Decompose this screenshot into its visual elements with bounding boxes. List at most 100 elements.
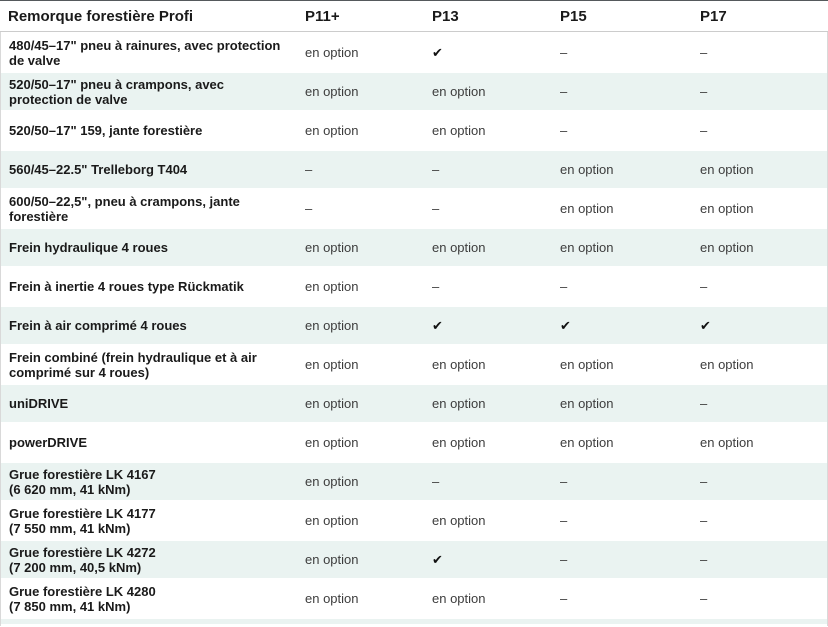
dash: –	[700, 513, 708, 528]
column-header-p17: P17	[700, 7, 727, 25]
dash: –	[560, 84, 568, 99]
option-cell: en option	[297, 424, 424, 461]
table-row: Frein hydraulique 4 roues en option en opt…	[1, 229, 827, 266]
cell-value: en option	[700, 435, 754, 450]
option-cell: en option	[297, 346, 424, 383]
cell-value: en option	[305, 123, 359, 138]
table-row: Grue forestière LK 4280 (7 850 mm, 41 kNm…	[1, 580, 827, 617]
option-cell: –	[552, 580, 692, 617]
table-row: Frein à inertie 4 roues type Rückmatik en…	[1, 268, 827, 305]
option-cell: en option	[692, 190, 827, 227]
row-label-text: Grue forestière LK 4272	[9, 544, 156, 560]
dash: –	[432, 162, 440, 177]
row-label-text: 520/50–17" 159, jante forestière	[9, 123, 203, 138]
cell-value: en option	[432, 357, 486, 372]
option-cell: en option	[692, 424, 827, 461]
option-cell: ✔	[552, 307, 692, 344]
option-cell: en option	[424, 424, 552, 461]
row-sublabel-text: (7 550 mm, 41 kNm)	[9, 520, 131, 536]
option-cell: en option	[552, 346, 692, 383]
cell-value: en option	[700, 357, 754, 372]
dash: –	[700, 396, 708, 411]
cell-value: en option	[305, 552, 359, 567]
cell-value: en option	[700, 201, 754, 216]
cell-value: en option	[432, 123, 486, 138]
option-cell: –	[692, 268, 827, 305]
dash: –	[700, 45, 708, 60]
dash: –	[432, 201, 440, 216]
cell-value: en option	[432, 435, 486, 450]
column-header-p15: P15	[560, 7, 587, 25]
options-table-body: 480/45–17" pneu à rainures, avec protect…	[0, 32, 828, 626]
option-cell: en option	[424, 73, 552, 110]
option-cell: –	[424, 151, 552, 188]
cell-value: en option	[305, 45, 359, 60]
cell-value: en option	[560, 201, 614, 216]
cell-value: en option	[700, 240, 754, 255]
option-cell: –	[297, 151, 424, 188]
option-cell: –	[692, 73, 827, 110]
cell-value: en option	[432, 396, 486, 411]
row-label-text: 480/45–17" pneu à rainures, avec protect…	[9, 37, 281, 68]
option-cell: en option	[297, 502, 424, 539]
column-header-p11plus: P11+	[305, 7, 340, 25]
option-cell: en option	[552, 190, 692, 227]
option-cell: en option	[297, 34, 424, 71]
option-cell: en option	[692, 229, 827, 266]
option-cell: en option	[297, 112, 424, 149]
dash: –	[700, 591, 708, 606]
cell-value: en option	[560, 435, 614, 450]
row-label-text: powerDRIVE	[9, 435, 88, 450]
cell-value: en option	[432, 240, 486, 255]
cell-value: en option	[432, 513, 486, 528]
option-cell: en option	[424, 502, 552, 539]
option-cell: en option	[297, 580, 424, 617]
option-cell: –	[692, 385, 827, 422]
row-label: Grue forestière LK 4167 (6 620 mm, 41 kNm…	[1, 463, 297, 500]
option-cell: –	[552, 268, 692, 305]
option-cell: –	[692, 463, 827, 500]
option-cell	[1, 619, 297, 624]
cell-value: en option	[305, 84, 359, 99]
row-label: 560/45–22.5" Trelleborg T404	[1, 151, 297, 188]
dash: –	[700, 279, 708, 294]
option-cell: ✔	[424, 307, 552, 344]
table-row: Grue forestière LK 4167 (6 620 mm, 41 kNm…	[1, 463, 827, 500]
cell-value: en option	[432, 84, 486, 99]
option-cell: en option	[297, 541, 424, 578]
row-label-text: Frein à inertie 4 roues type Rückmatik	[9, 279, 244, 294]
option-cell: en option	[297, 73, 424, 110]
table-row: 600/50–22,5", pneu à crampons, jante for…	[1, 190, 827, 227]
option-cell: en option	[424, 346, 552, 383]
row-label-text: Frein combiné (frein hydraulique et à ai…	[9, 349, 257, 380]
check-icon: ✔	[700, 318, 711, 333]
dash: –	[560, 552, 568, 567]
table-header: Remorque forestière Profi P11+ P13 P15 P…	[0, 1, 828, 32]
row-sublabel-text: (7 200 mm, 40,5 kNm)	[9, 559, 142, 575]
cell-value: en option	[305, 435, 359, 450]
row-label: 520/50–17" pneu à crampons, avec protect…	[1, 73, 297, 110]
dash: –	[432, 474, 440, 489]
option-cell: –	[692, 502, 827, 539]
partial-next-row	[1, 619, 827, 624]
row-label-text: Grue forestière LK 4280	[9, 583, 156, 599]
row-label: powerDRIVE	[1, 424, 297, 461]
dash: –	[560, 474, 568, 489]
table-row: powerDRIVE en option en option en option en …	[1, 424, 827, 461]
dash: –	[305, 201, 313, 216]
option-cell: en option	[552, 151, 692, 188]
table-row: 560/45–22.5" Trelleborg T404 – – en option e…	[1, 151, 827, 188]
table-row: uniDRIVE en option en option en option –	[1, 385, 827, 422]
cell-value: en option	[305, 513, 359, 528]
table-row: 480/45–17" pneu à rainures, avec protect…	[1, 34, 827, 71]
row-label: Frein hydraulique 4 roues	[1, 229, 297, 266]
dash: –	[560, 591, 568, 606]
cell-value: en option	[700, 162, 754, 177]
table-row: Frein à air comprimé 4 roues en option ✔ ✔ ✔	[1, 307, 827, 344]
option-cell: –	[692, 580, 827, 617]
row-label: Grue forestière LK 4177 (7 550 mm, 41 kNm…	[1, 502, 297, 539]
option-cell	[424, 619, 552, 624]
dash: –	[560, 123, 568, 138]
option-cell: ✔	[424, 541, 552, 578]
